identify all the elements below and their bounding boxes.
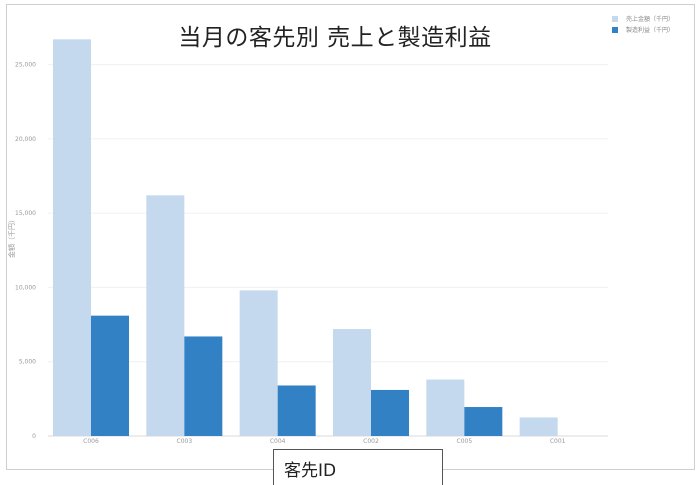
legend-label-sales: 売上金額（千円）	[626, 16, 675, 23]
x-tick-label-C001: C001	[550, 438, 566, 445]
legend-item-sales[interactable]: 売上金額（千円）	[612, 13, 674, 24]
x-tick-label-C006: C006	[83, 438, 99, 445]
legend-swatch-profit	[612, 26, 618, 33]
legend-label-profit: 製造利益（千円）	[626, 27, 675, 34]
bar-C005-sales	[426, 379, 465, 436]
x-tick-label-C005: C005	[457, 438, 473, 445]
bar-C001-sales	[519, 417, 558, 436]
legend-swatch-sales	[612, 15, 618, 22]
bar-C004-sales	[239, 290, 278, 436]
x-tick-label-C003: C003	[177, 438, 193, 445]
x-axis-label: 客先ID	[273, 449, 443, 485]
y-tick-label-1: 5,000	[19, 359, 36, 366]
y-tick-label-4: 20,000	[15, 136, 36, 143]
legend-item-profit[interactable]: 製造利益（千円）	[612, 24, 674, 35]
bar-C003-profit	[184, 336, 223, 436]
bar-C002-sales	[333, 329, 371, 436]
y-tick-label-3: 15,000	[15, 210, 36, 217]
x-tick-label-C004: C004	[270, 438, 286, 445]
x-tick-label-C002: C002	[363, 438, 379, 445]
bar-C005-profit	[464, 407, 503, 436]
y-tick-label-5: 25,000	[15, 62, 36, 69]
chart-title: 当月の客先別 売上と製造利益	[178, 25, 492, 51]
bar-C003-sales	[146, 195, 185, 436]
bar-C006-sales	[53, 39, 91, 437]
y-tick-label-0: 0	[32, 433, 36, 440]
y-tick-label-2: 10,000	[15, 284, 36, 291]
bar-C002-profit	[371, 389, 409, 436]
chart-legend: 売上金額（千円） 製造利益（千円）	[612, 13, 674, 35]
bar-C004-profit	[277, 385, 316, 436]
bar-C006-profit	[91, 315, 129, 436]
